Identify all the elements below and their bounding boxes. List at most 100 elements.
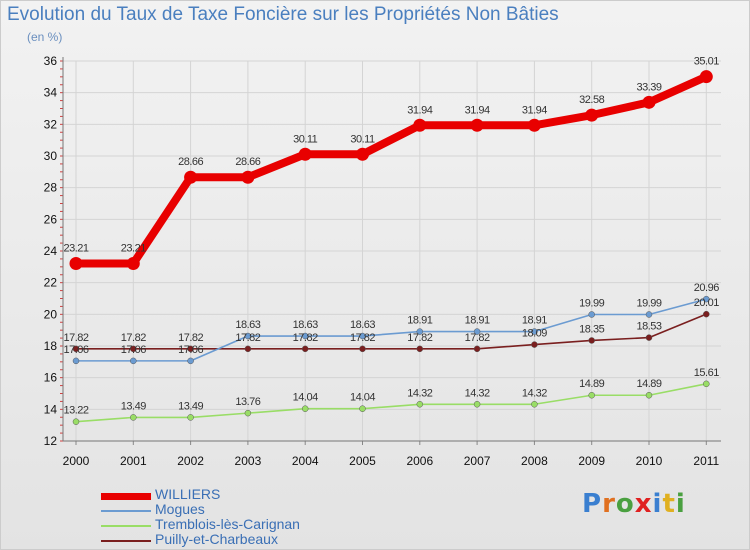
data-point xyxy=(470,118,484,132)
data-point xyxy=(187,345,194,353)
legend-swatch xyxy=(101,540,151,542)
legend-swatch xyxy=(101,492,151,500)
data-label: 17.06 xyxy=(121,344,146,356)
data-point xyxy=(241,170,255,184)
y-tick-label: 30 xyxy=(44,149,58,163)
data-label: 23.21 xyxy=(63,243,88,255)
data-label: 23.21 xyxy=(121,243,146,255)
data-label: 17.82 xyxy=(293,332,318,344)
data-point xyxy=(588,311,595,318)
data-label: 17.82 xyxy=(178,332,203,344)
logo-letter: P xyxy=(582,489,603,519)
data-point xyxy=(244,409,252,417)
data-label: 17.06 xyxy=(178,344,203,356)
data-point xyxy=(473,401,481,408)
data-point xyxy=(72,357,80,365)
y-tick-label: 26 xyxy=(44,212,58,226)
logo-letter: o xyxy=(615,489,635,519)
logo-letter: i xyxy=(675,489,686,519)
x-tick-label: 2005 xyxy=(349,454,376,468)
series-line-puilly-et-charbeaux xyxy=(75,313,708,350)
data-label: 17.82 xyxy=(121,332,146,344)
data-point xyxy=(416,328,424,335)
x-tick-label: 2009 xyxy=(578,454,605,468)
data-point xyxy=(359,345,366,353)
logo-letter: i xyxy=(652,489,663,519)
data-label: 31.94 xyxy=(522,104,547,116)
y-tick-label: 16 xyxy=(44,371,58,385)
data-label: 14.32 xyxy=(465,387,490,399)
data-point xyxy=(130,345,137,353)
data-label: 14.04 xyxy=(293,392,318,404)
legend-label: Tremblois-lès-Carignan xyxy=(155,516,300,532)
data-point xyxy=(645,311,653,318)
y-tick-label: 14 xyxy=(44,402,58,416)
data-point xyxy=(184,170,198,184)
axes: 12 14 16 18 20 22 24 26 28 30 32 34 36 2000 2001 2002 20… xyxy=(44,54,721,468)
data-label: 28.66 xyxy=(178,156,203,168)
logo-letter: x xyxy=(634,489,653,519)
data-point xyxy=(699,70,713,84)
data-point xyxy=(527,118,541,132)
data-label: 32.58 xyxy=(579,94,604,106)
y-tick-label: 32 xyxy=(44,117,58,131)
data-label: 18.91 xyxy=(407,315,432,327)
data-point xyxy=(301,332,309,340)
data-label: 30.11 xyxy=(350,133,375,145)
logo-letter: r xyxy=(602,489,616,519)
data-label: 17.82 xyxy=(63,332,88,344)
y-tick-label: 36 xyxy=(44,54,58,68)
data-label: 14.32 xyxy=(522,387,547,399)
data-point xyxy=(642,95,656,109)
data-label: 31.94 xyxy=(407,104,432,116)
data-labels: 23.21 23.21 28.66 28.66 30.11 30.11 31.94 31.94… xyxy=(63,56,719,417)
data-label: 17.82 xyxy=(235,332,260,344)
x-tick-label: 2011 xyxy=(693,454,719,468)
data-label: 13.49 xyxy=(178,400,203,412)
grid xyxy=(63,60,721,442)
data-point xyxy=(585,108,599,122)
data-point xyxy=(413,118,427,132)
legend-swatch xyxy=(101,510,151,512)
data-label: 14.89 xyxy=(579,378,604,390)
data-label: 20.01 xyxy=(694,297,719,309)
data-point xyxy=(531,341,538,348)
data-label: 18.63 xyxy=(293,319,318,331)
data-point xyxy=(588,337,595,344)
data-label: 19.99 xyxy=(636,297,661,309)
data-label: 17.82 xyxy=(350,332,375,344)
x-tick-label: 2001 xyxy=(120,454,147,468)
data-point xyxy=(359,405,366,412)
y-tick-label: 22 xyxy=(44,276,58,290)
x-tick-label: 2007 xyxy=(464,454,491,468)
data-point xyxy=(703,310,710,318)
y-tick-label: 20 xyxy=(44,307,58,321)
x-tick-label: 2008 xyxy=(521,454,548,468)
x-tick-label: 2000 xyxy=(63,454,90,468)
data-point xyxy=(244,332,252,340)
series-line-williers xyxy=(72,72,711,268)
data-point xyxy=(473,328,481,335)
data-point xyxy=(126,257,140,271)
data-label: 14.89 xyxy=(636,378,661,390)
data-point xyxy=(531,328,538,335)
data-point xyxy=(416,345,424,353)
x-tick-label: 2002 xyxy=(177,454,204,468)
data-point xyxy=(645,334,653,341)
data-point xyxy=(359,332,366,340)
y-tick-label: 18 xyxy=(44,339,58,353)
proxiti-logo: Proxiti xyxy=(582,489,686,519)
data-point xyxy=(244,345,252,353)
data-label: 17.06 xyxy=(63,344,88,356)
data-point xyxy=(356,147,369,161)
data-label: 31.94 xyxy=(465,104,490,116)
data-label: 20.96 xyxy=(694,282,719,294)
x-tick-label: 2003 xyxy=(235,454,262,468)
series-layer xyxy=(69,70,713,425)
data-label: 18.91 xyxy=(465,315,490,327)
y-tick-label: 24 xyxy=(44,244,58,258)
data-label: 19.99 xyxy=(579,297,604,309)
data-label: 17.82 xyxy=(465,332,490,344)
